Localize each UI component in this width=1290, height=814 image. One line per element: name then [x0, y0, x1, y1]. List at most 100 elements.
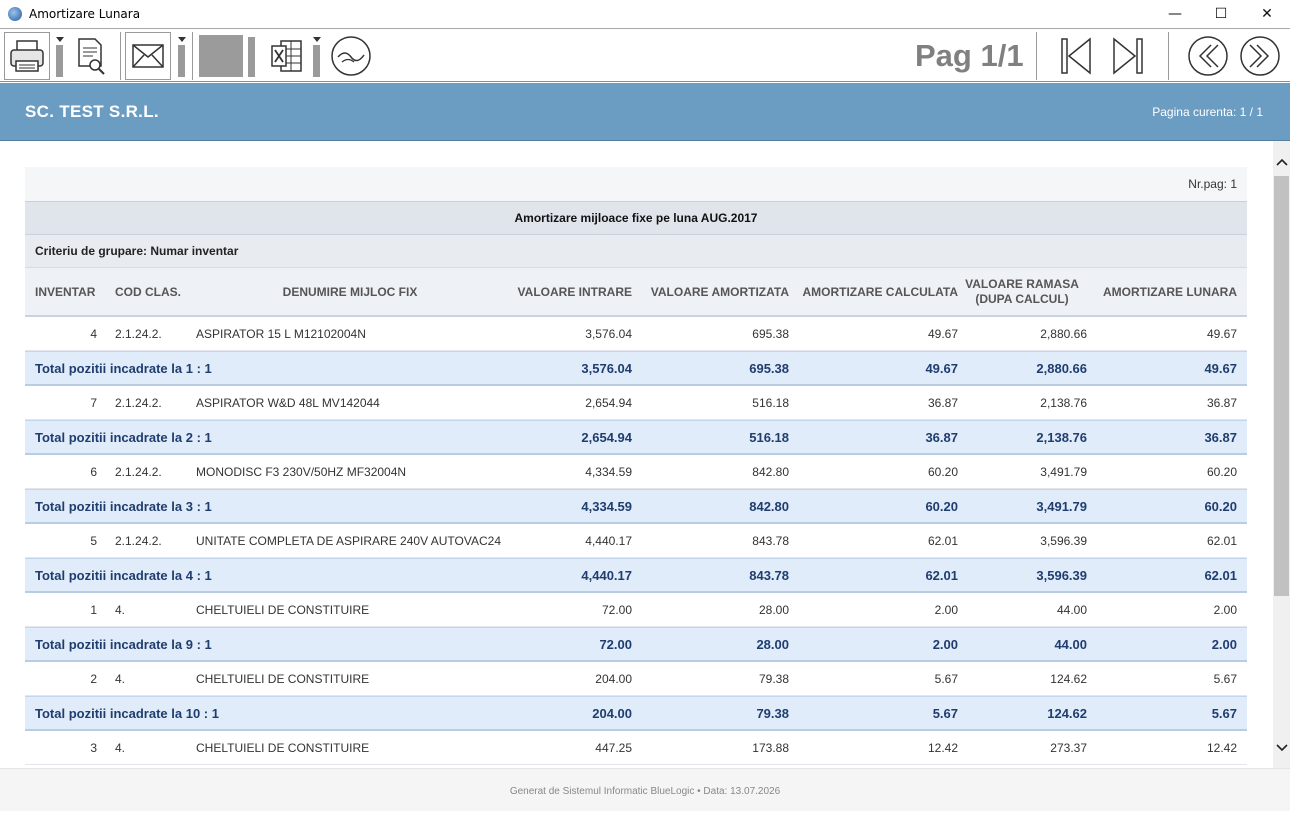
cell-valoare-intrare: 204.00 — [592, 705, 632, 721]
cell-valoare-amortizata: 695.38 — [752, 326, 789, 341]
email-dropdown-arrow[interactable] — [178, 37, 186, 43]
table-header: INVENTAR COD CLAS. DENUMIRE MIJLOC FIX V… — [25, 267, 1247, 317]
cell-amortizare-lunara: 2.00 — [1211, 636, 1237, 652]
cell-cod-clas: 4. — [115, 602, 126, 617]
report-header: SC. TEST S.R.L. Pagina curenta: 1 / 1 — [0, 83, 1290, 141]
cell-valoare-intrare: 447.25 — [595, 740, 632, 755]
cell-amortizare-calculata: 2.00 — [934, 602, 958, 617]
cell-amortizare-lunara: 62.01 — [1206, 533, 1237, 548]
cell-valoare-ramasa: 273.37 — [1050, 740, 1087, 755]
cell-inventar: 3 — [90, 740, 97, 755]
toolbar-divider — [1168, 32, 1169, 80]
total-label: Total pozitii incadrate la 1 : 1 — [35, 360, 212, 376]
cell-inventar: 1 — [90, 602, 97, 617]
cell-valoare-amortizata: 516.18 — [749, 429, 789, 445]
cell-inventar: 7 — [90, 395, 97, 410]
export-gray-button[interactable] — [198, 32, 244, 80]
last-page-button[interactable] — [1106, 32, 1150, 80]
cell-valoare-amortizata: 28.00 — [756, 636, 789, 652]
cell-amortizare-calculata: 60.20 — [927, 464, 958, 479]
cell-valoare-intrare: 3,576.04 — [581, 360, 632, 376]
maximize-button[interactable]: ☐ — [1214, 6, 1228, 22]
scroll-down-button[interactable] — [1273, 739, 1290, 756]
table-row: 2 4. CHELTUIELI DE CONSTITUIRE 204.00 79.38 5… — [25, 662, 1247, 696]
print-preview-icon — [78, 38, 105, 75]
cell-cod-clas: 2.1.24.2. — [115, 464, 162, 479]
print-button[interactable] — [4, 32, 50, 80]
cell-amortizare-lunara: 62.01 — [1204, 567, 1237, 583]
cell-amortizare-calculata: 60.20 — [925, 498, 958, 514]
cell-amortizare-lunara: 49.67 — [1204, 360, 1237, 376]
cell-amortizare-lunara: 36.87 — [1206, 395, 1237, 410]
cell-valoare-intrare: 4,440.17 — [585, 533, 632, 548]
column-header-inventar: INVENTAR — [35, 284, 96, 299]
cell-valoare-intrare: 72.00 — [601, 602, 632, 617]
toolbar-separator — [313, 45, 320, 77]
cell-valoare-intrare: 4,334.59 — [585, 464, 632, 479]
cell-valoare-ramasa: 44.00 — [1054, 636, 1087, 652]
export-gray-icon — [199, 35, 243, 77]
cell-valoare-intrare: 2,654.94 — [585, 395, 632, 410]
cell-amortizare-calculata: 36.87 — [927, 395, 958, 410]
cell-valoare-intrare: 4,334.59 — [581, 498, 632, 514]
report-footer: Generat de Sistemul Informatic BlueLogic… — [0, 768, 1290, 811]
close-button[interactable]: ✕ — [1261, 6, 1273, 22]
excel-export-button[interactable] — [264, 32, 310, 80]
cell-amortizare-lunara: 12.42 — [1206, 740, 1237, 755]
toolbar-divider — [120, 32, 121, 80]
chevron-down-icon — [1275, 743, 1288, 751]
cell-valoare-amortizata: 843.78 — [749, 567, 789, 583]
cell-amortizare-lunara: 36.87 — [1204, 429, 1237, 445]
minimize-button[interactable]: — — [1168, 6, 1182, 22]
cell-amortizare-calculata: 5.67 — [932, 705, 958, 721]
logo-button[interactable] — [328, 32, 374, 80]
cell-valoare-intrare: 204.00 — [595, 671, 632, 686]
cell-valoare-ramasa: 3,491.79 — [1036, 498, 1087, 514]
next-page-icon — [1240, 36, 1280, 76]
logo-icon — [331, 36, 371, 76]
cell-amortizare-lunara: 2.00 — [1213, 602, 1237, 617]
previous-page-button[interactable] — [1185, 32, 1231, 80]
cell-denumire: CHELTUIELI DE CONSTITUIRE — [196, 671, 370, 686]
total-row: Total pozitii incadrate la 9 : 1 72.00 28.… — [25, 627, 1247, 662]
cell-inventar: 6 — [90, 464, 97, 479]
title-bar: Amortizare Lunara — ☐ ✕ — [0, 0, 1290, 28]
excel-dropdown-arrow[interactable] — [313, 37, 321, 43]
column-header-denumire: DENUMIRE MIJLOC FIX — [282, 284, 418, 299]
cell-amortizare-calculata: 62.01 — [927, 533, 958, 548]
scroll-up-button[interactable] — [1273, 153, 1290, 170]
table-row: 1 4. CHELTUIELI DE CONSTITUIRE 72.00 28.00 2.… — [25, 593, 1247, 627]
cell-cod-clas: 2.1.24.2. — [115, 395, 162, 410]
first-page-button[interactable] — [1054, 32, 1098, 80]
cell-amortizare-calculata: 2.00 — [932, 636, 958, 652]
toolbar: Pag 1/1 — [0, 28, 1290, 82]
cell-valoare-ramasa: 3,491.79 — [1040, 464, 1087, 479]
total-label: Total pozitii incadrate la 9 : 1 — [35, 636, 212, 652]
vertical-scrollbar[interactable] — [1273, 141, 1290, 768]
cell-cod-clas: 2.1.24.2. — [115, 326, 162, 341]
cell-amortizare-lunara: 60.20 — [1204, 498, 1237, 514]
cell-amortizare-calculata: 49.67 — [925, 360, 958, 376]
cell-valoare-amortizata: 695.38 — [749, 360, 789, 376]
window-title: Amortizare Lunara — [29, 7, 141, 21]
total-row: Total pozitii incadrate la 10 : 1 204.00 7… — [25, 696, 1247, 731]
company-name: SC. TEST S.R.L. — [25, 102, 159, 121]
pagination-label: Pag 1/1 — [915, 38, 1024, 73]
cell-valoare-amortizata: 842.80 — [752, 464, 789, 479]
cell-denumire: CHELTUIELI DE CONSTITUIRE — [196, 740, 370, 755]
column-header-amortizare-calculata: AMORTIZARE CALCULATA — [802, 284, 958, 299]
cell-valoare-amortizata: 79.38 — [758, 671, 789, 686]
scroll-thumb[interactable] — [1274, 176, 1289, 596]
cell-amortizare-lunara: 5.67 — [1213, 671, 1237, 686]
next-page-button[interactable] — [1237, 32, 1283, 80]
cell-valoare-amortizata: 173.88 — [752, 740, 789, 755]
cell-amortizare-calculata: 12.42 — [927, 740, 958, 755]
email-button[interactable] — [125, 32, 171, 80]
total-label: Total pozitii incadrate la 10 : 1 — [35, 705, 219, 721]
report-title: Amortizare mijloace fixe pe luna AUG.201… — [25, 201, 1247, 234]
cell-valoare-ramasa: 3,596.39 — [1040, 533, 1087, 548]
print-preview-button[interactable] — [68, 32, 114, 80]
print-dropdown-arrow[interactable] — [56, 37, 64, 43]
column-header-valoare-ramasa-label: VALOARE RAMASA — [965, 277, 1079, 291]
cell-valoare-ramasa: 2,138.76 — [1040, 395, 1087, 410]
